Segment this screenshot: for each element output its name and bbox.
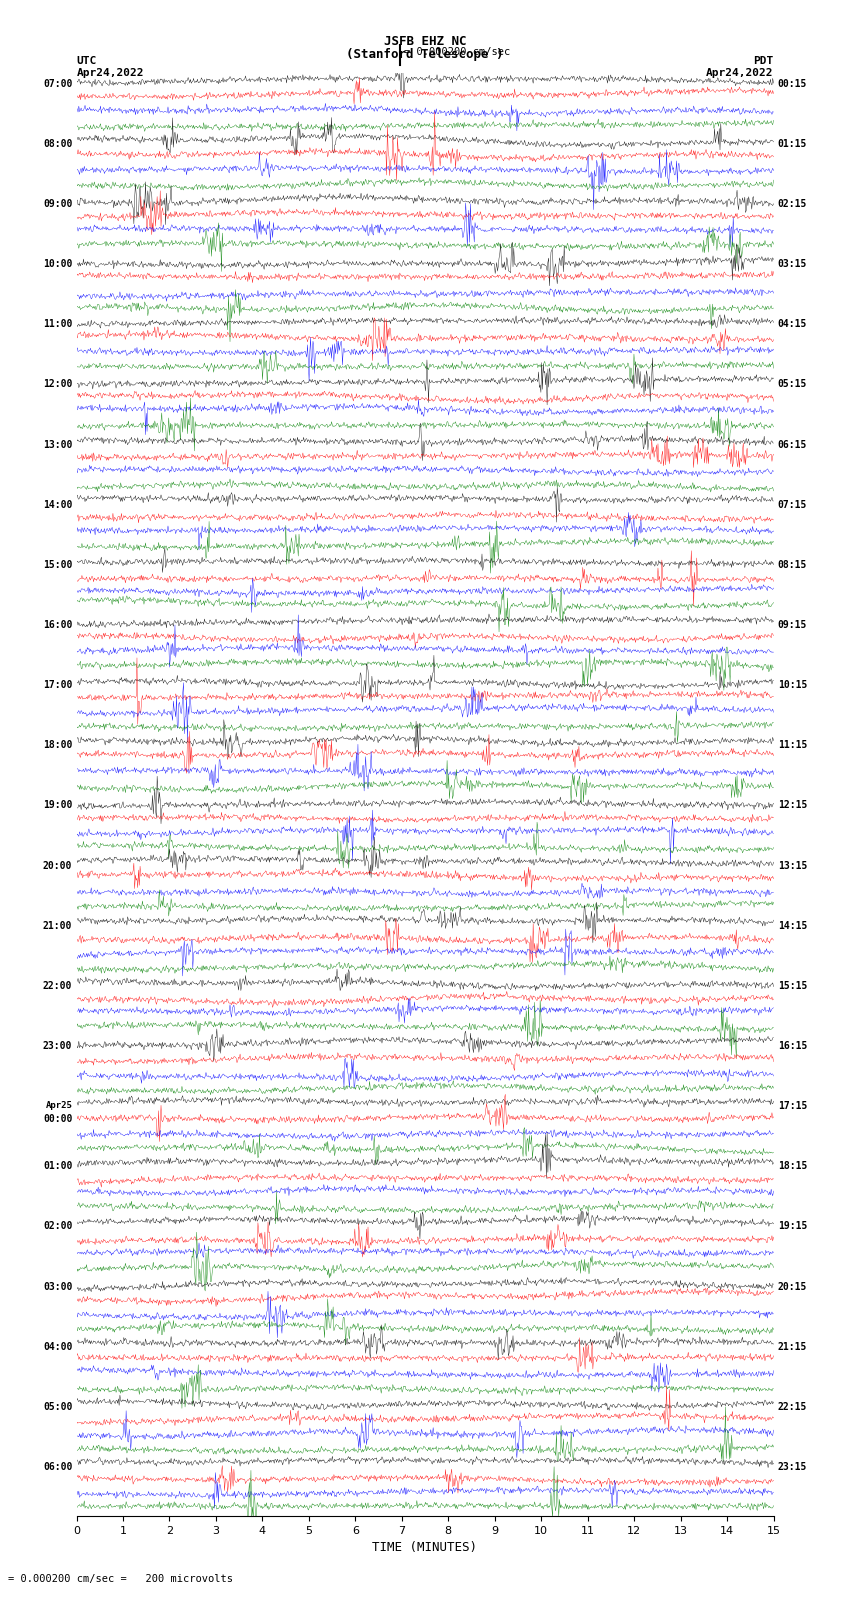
Text: 22:15: 22:15 — [778, 1402, 807, 1411]
Text: 13:15: 13:15 — [778, 861, 807, 871]
Text: 16:15: 16:15 — [778, 1040, 807, 1052]
Text: 21:00: 21:00 — [42, 921, 72, 931]
Text: 16:00: 16:00 — [42, 619, 72, 631]
Text: 15:00: 15:00 — [42, 560, 72, 569]
Text: 07:00: 07:00 — [42, 79, 72, 89]
Text: 00:00: 00:00 — [42, 1115, 72, 1124]
Text: 14:15: 14:15 — [778, 921, 807, 931]
Text: 22:00: 22:00 — [42, 981, 72, 990]
Text: 23:15: 23:15 — [778, 1461, 807, 1473]
Text: 09:00: 09:00 — [42, 198, 72, 210]
Text: = 0.000200 cm/sec: = 0.000200 cm/sec — [404, 47, 510, 56]
Text: 18:15: 18:15 — [778, 1161, 807, 1171]
Text: 13:00: 13:00 — [42, 439, 72, 450]
Text: 11:00: 11:00 — [42, 319, 72, 329]
Text: 17:15: 17:15 — [778, 1102, 807, 1111]
Text: 03:00: 03:00 — [42, 1282, 72, 1292]
Text: 18:00: 18:00 — [42, 740, 72, 750]
Text: 02:00: 02:00 — [42, 1221, 72, 1231]
Text: 04:00: 04:00 — [42, 1342, 72, 1352]
Text: 09:15: 09:15 — [778, 619, 807, 631]
Text: 20:00: 20:00 — [42, 861, 72, 871]
Text: 08:00: 08:00 — [42, 139, 72, 148]
Text: 06:15: 06:15 — [778, 439, 807, 450]
Text: 17:00: 17:00 — [42, 681, 72, 690]
Text: Apr24,2022: Apr24,2022 — [76, 68, 144, 77]
Text: 05:15: 05:15 — [778, 379, 807, 389]
Text: 23:00: 23:00 — [42, 1040, 72, 1052]
Text: 05:00: 05:00 — [42, 1402, 72, 1411]
Text: 01:15: 01:15 — [778, 139, 807, 148]
Text: 20:15: 20:15 — [778, 1282, 807, 1292]
Text: 19:00: 19:00 — [42, 800, 72, 810]
X-axis label: TIME (MINUTES): TIME (MINUTES) — [372, 1542, 478, 1555]
Text: 10:00: 10:00 — [42, 260, 72, 269]
Text: 06:00: 06:00 — [42, 1461, 72, 1473]
Text: 00:15: 00:15 — [778, 79, 807, 89]
Text: = 0.000200 cm/sec =   200 microvolts: = 0.000200 cm/sec = 200 microvolts — [8, 1574, 234, 1584]
Text: (Stanford Telescope ): (Stanford Telescope ) — [346, 48, 504, 61]
Text: 10:15: 10:15 — [778, 681, 807, 690]
Text: 12:00: 12:00 — [42, 379, 72, 389]
Text: 02:15: 02:15 — [778, 198, 807, 210]
Text: 03:15: 03:15 — [778, 260, 807, 269]
Text: PDT: PDT — [753, 56, 774, 66]
Text: 11:15: 11:15 — [778, 740, 807, 750]
Text: 12:15: 12:15 — [778, 800, 807, 810]
Text: 15:15: 15:15 — [778, 981, 807, 990]
Text: Apr24,2022: Apr24,2022 — [706, 68, 774, 77]
Text: 07:15: 07:15 — [778, 500, 807, 510]
Text: JSFB EHZ NC: JSFB EHZ NC — [383, 35, 467, 48]
Text: 08:15: 08:15 — [778, 560, 807, 569]
Text: 01:00: 01:00 — [42, 1161, 72, 1171]
Text: Apr25: Apr25 — [45, 1102, 72, 1110]
Text: 21:15: 21:15 — [778, 1342, 807, 1352]
Text: 19:15: 19:15 — [778, 1221, 807, 1231]
Text: 04:15: 04:15 — [778, 319, 807, 329]
Text: UTC: UTC — [76, 56, 97, 66]
Text: 14:00: 14:00 — [42, 500, 72, 510]
